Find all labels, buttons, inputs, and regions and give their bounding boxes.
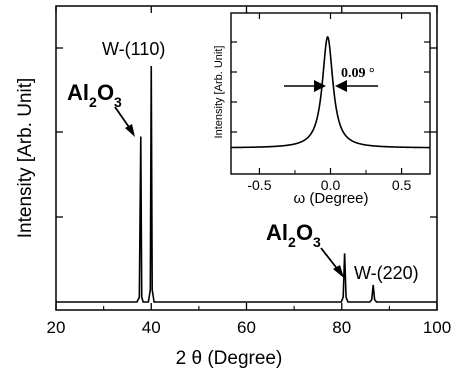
al2o3-label-2: Al 2 O 3 — [266, 220, 321, 250]
al2o3-1-sub2: 3 — [114, 94, 122, 110]
main-x-tick-label: 100 — [423, 318, 451, 337]
main-x-axis-label: 2 θ (Degree) — [176, 348, 283, 369]
inset-x-tick-label: -0.5 — [247, 177, 271, 193]
al2o3-arrow-2 — [320, 247, 344, 278]
inset-x-tick-label: 0.0 — [321, 177, 341, 193]
inset-plot-frame — [230, 12, 431, 175]
main-x-tick-label: 20 — [47, 318, 66, 337]
al2o3-label-1: Al 2 O 3 — [67, 80, 122, 110]
main-x-tick-label: 40 — [142, 318, 161, 337]
fwhm-right-arrow — [335, 80, 378, 92]
inset-series-line — [230, 35, 431, 149]
fwhm-left-arrow — [284, 80, 326, 92]
fwhm-label: 0.09 ° — [341, 66, 375, 81]
al2o3-2-mid: O — [296, 220, 313, 245]
al2o3-1-sub1: 2 — [89, 94, 97, 110]
al2o3-arrow-1 — [114, 106, 135, 137]
inset-x-tick-label: 0.5 — [392, 177, 412, 193]
w220-label: W-(220) — [354, 263, 419, 283]
main-x-tick-labels: 20 40 60 80 100 — [47, 318, 452, 337]
main-series-line — [56, 65, 437, 303]
main-x-tick-label: 60 — [237, 318, 256, 337]
al2o3-1-main: Al — [67, 80, 89, 105]
al2o3-2-main: Al — [266, 220, 288, 245]
main-x-tick-label: 80 — [332, 318, 351, 337]
al2o3-2-sub2: 3 — [313, 234, 321, 250]
al2o3-2-sub1: 2 — [288, 234, 296, 250]
inset-y-axis-label: Intensity [Arb. Unit] — [213, 46, 225, 139]
inset-axis-ticks — [231, 13, 430, 174]
al2o3-1-mid: O — [97, 80, 114, 105]
main-axis-ticks — [55, 6, 438, 310]
inset-x-axis-label: ω (Degree) — [293, 190, 368, 207]
w110-label: W-(110) — [102, 39, 165, 59]
main-y-axis-label: Intensity [Arb. Unit] — [15, 78, 36, 239]
inset-x-tick-labels: -0.5 0.0 0.5 — [247, 177, 411, 193]
